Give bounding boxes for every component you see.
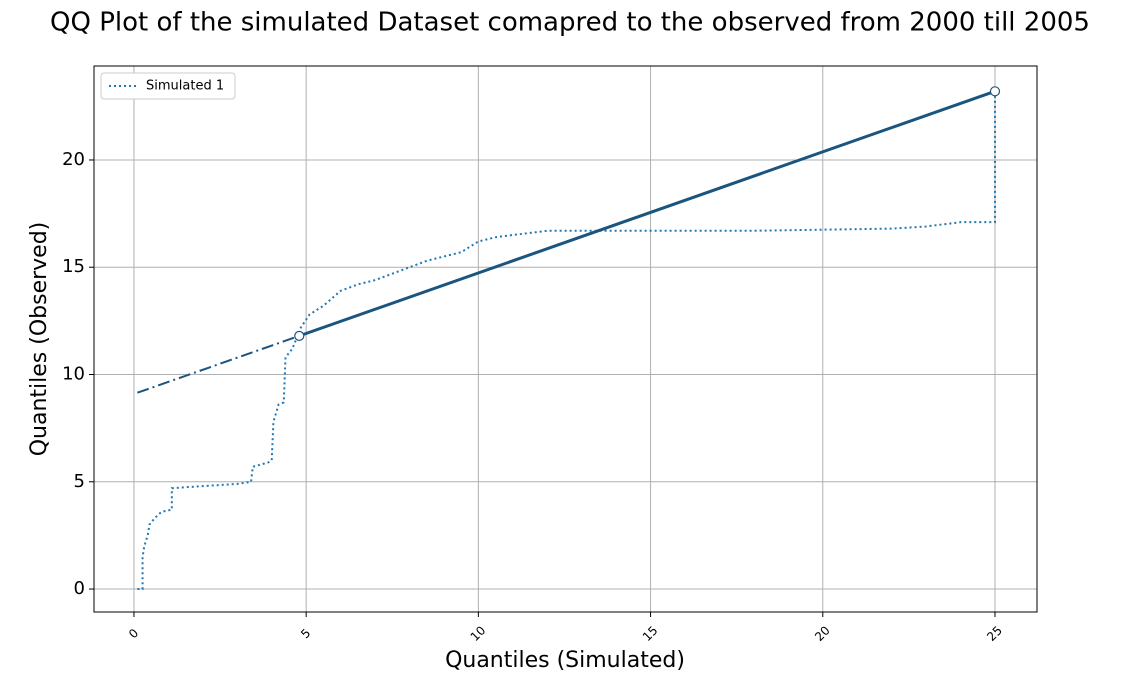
y-tick-label: 20 <box>62 149 85 170</box>
x-tick-label: 20 <box>812 623 833 644</box>
x-tick-label: 10 <box>468 623 489 644</box>
y-tick-label: 0 <box>74 578 85 599</box>
x-tick-label: 5 <box>298 626 313 641</box>
x-tick-label: 25 <box>984 623 1005 644</box>
reference-line <box>298 89 996 338</box>
reference-point <box>989 86 1001 97</box>
legend-label: Simulated 1 <box>146 79 224 94</box>
data-line <box>137 91 996 591</box>
x-axis-label: Quantiles (Simulated) <box>445 648 685 673</box>
legend: Simulated 1 <box>100 72 236 100</box>
x-tick-label: 15 <box>640 623 661 644</box>
legend-box <box>100 72 236 100</box>
y-tick-label: 15 <box>62 256 85 277</box>
y-tick-label: 5 <box>74 471 85 492</box>
plot-frame <box>93 65 1038 613</box>
chart-title: QQ Plot of the simulated Dataset comapre… <box>50 8 1090 38</box>
reference-point <box>294 330 305 341</box>
y-axis-label: Quantiles (Observed) <box>27 222 52 457</box>
reference-line-extension <box>137 334 300 394</box>
x-tick-label: 0 <box>126 626 141 641</box>
y-tick-label: 10 <box>62 364 85 385</box>
